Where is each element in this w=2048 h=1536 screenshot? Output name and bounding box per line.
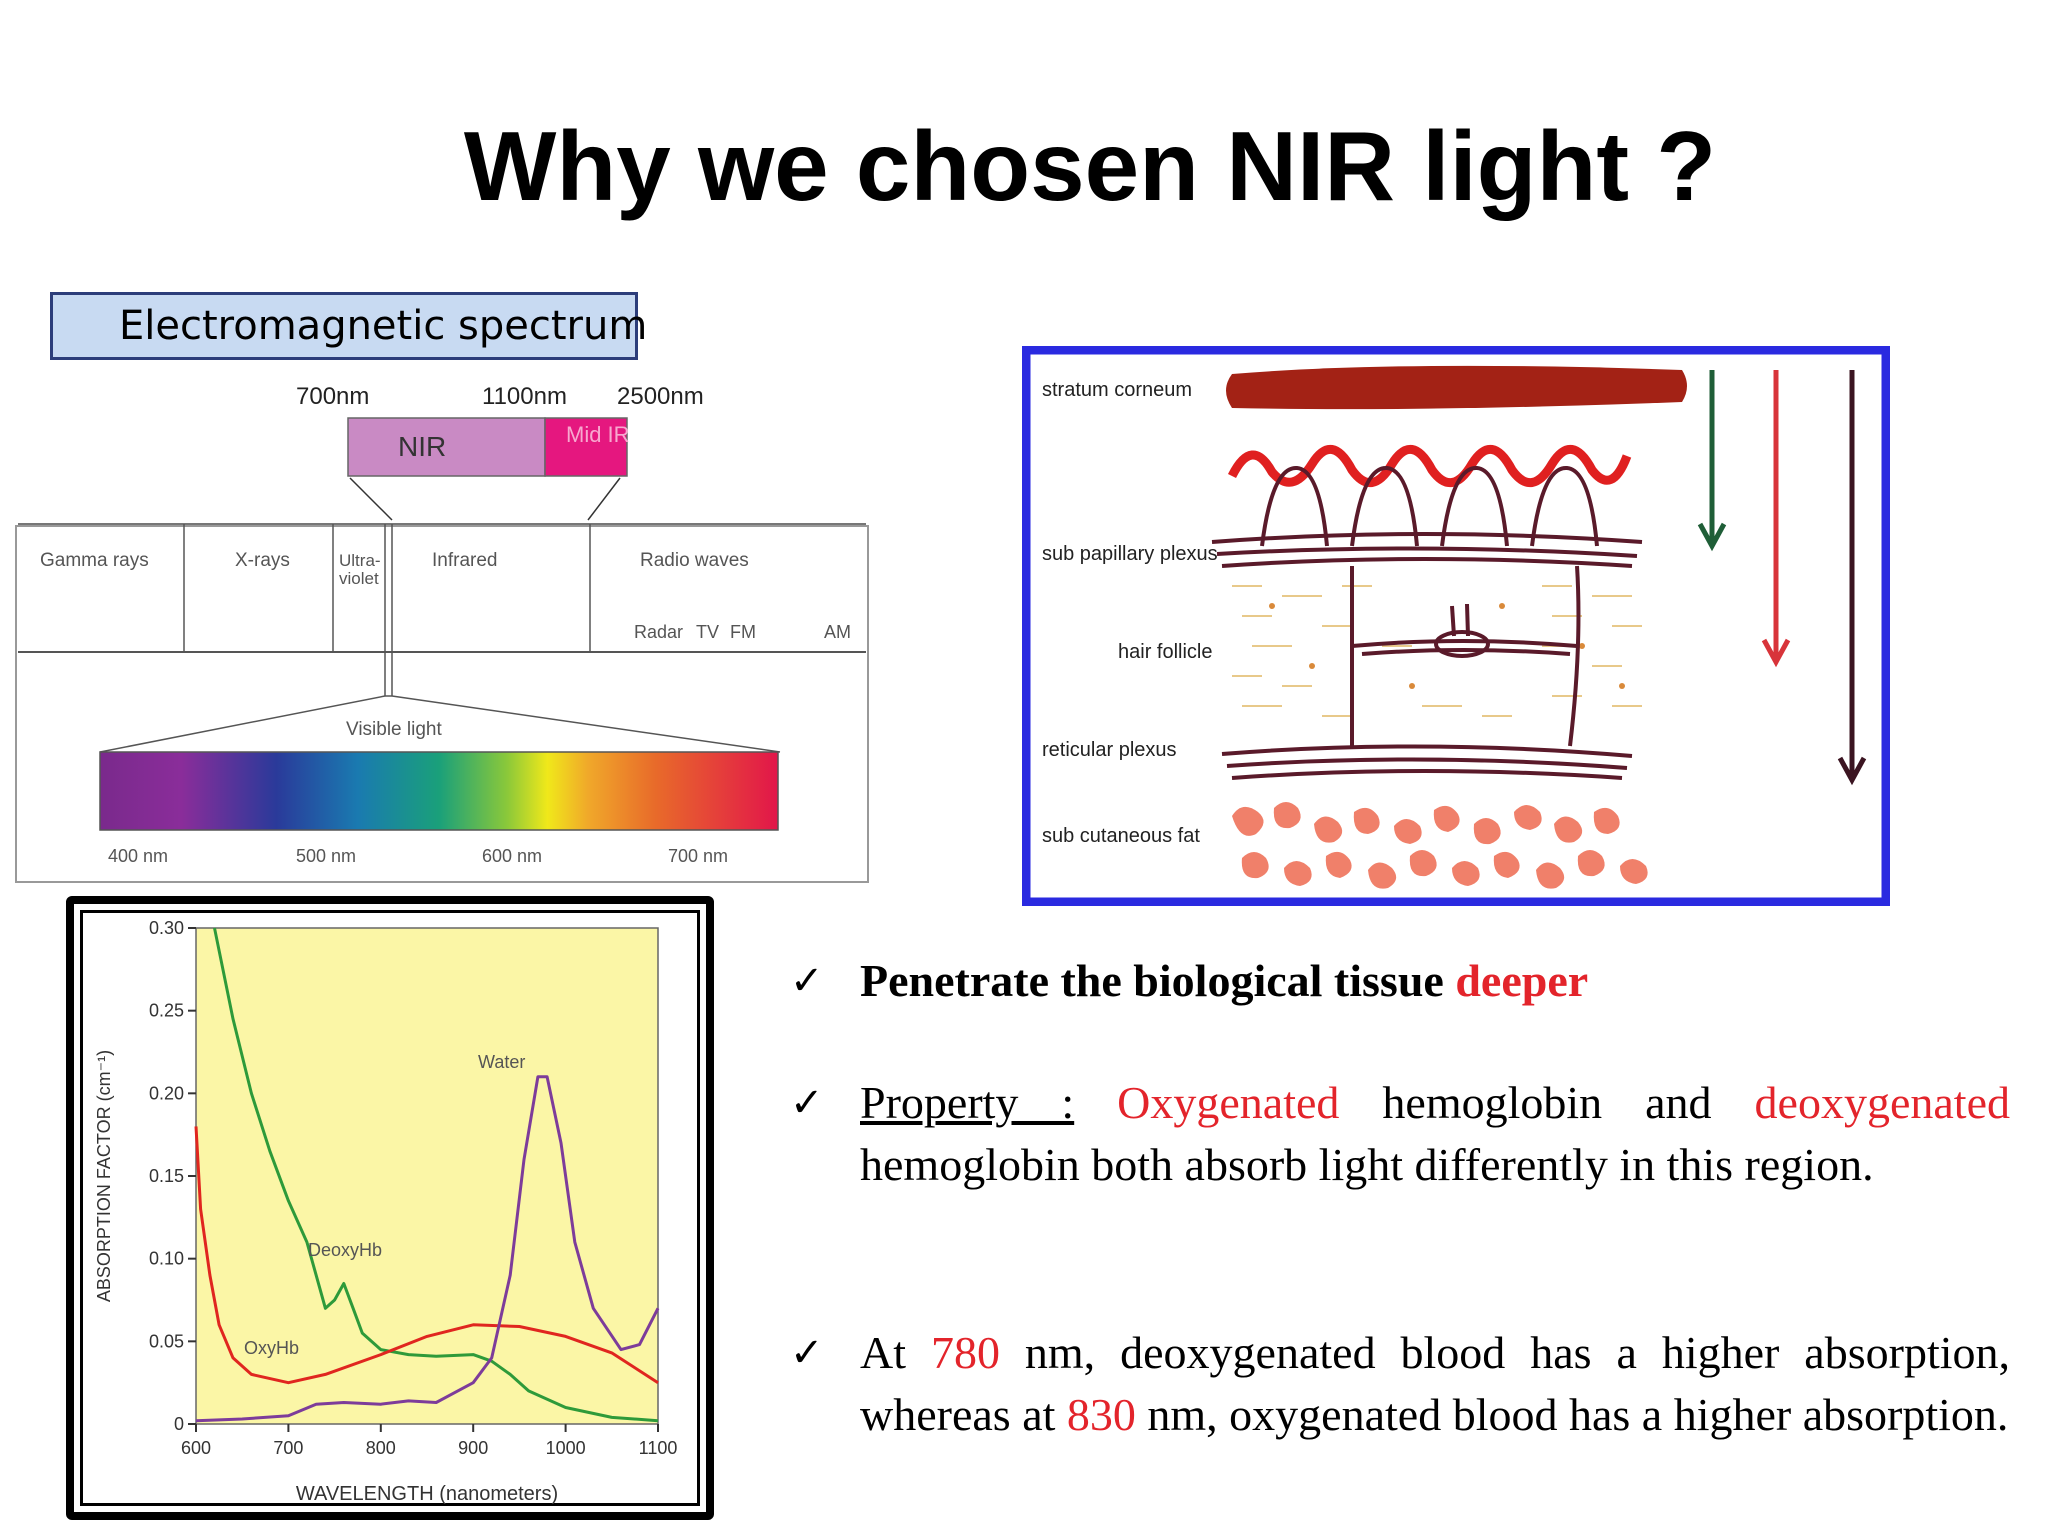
radio-am: AM [824,622,851,642]
em-spectrum-label: Electromagnetic spectrum [119,303,648,349]
stratum-corneum-band [1226,365,1687,410]
series-label-water: Water [478,1052,525,1072]
bullet-2-lead: Property : [860,1077,1075,1128]
visible-tick-500: 500 nm [296,846,356,866]
band-gamma: Gamma rays [40,550,149,571]
visible-light-label: Visible light [346,719,442,740]
skin-figure-border [1022,346,1890,906]
bullet-1: ✓ Penetrate the biological tissue deeper [790,950,2010,1012]
visible-tick-600: 600 nm [482,846,542,866]
visible-tick-400: 400 nm [108,846,168,866]
absorption-chart: 0 0.05 0.10 0.15 0.20 0.25 0.30 600 700 800 900 10… [94,918,678,1505]
mid-ir-band [544,417,628,477]
series-line-oxyhb [194,1126,659,1385]
y-tick-label: 0.10 [149,1249,184,1269]
x-axis-label: WAVELENGTH (nanometers) [296,1483,558,1505]
series-label-oxyhb: OxyHb [244,1338,299,1358]
layer-stratum-corneum: stratum corneum [1042,379,1192,401]
layer-hair-follicle: hair follicle [1118,641,1212,663]
bullet-1-text: Penetrate the biological tissue [860,955,1456,1006]
radio-fm: FM [730,622,756,642]
bullet-2-red2: deoxygenated [1754,1077,2010,1128]
bullet-2-red1: Oxygenated [1074,1077,1340,1128]
y-tick-label: 0.05 [149,1331,184,1351]
y-tick-label: 0.25 [149,1001,184,1021]
x-tick-label: 800 [366,1438,396,1458]
y-tick-label: 0.30 [149,918,184,938]
nir-tick-700: 700nm [296,383,369,410]
series-line-deoxyhb [213,927,659,1423]
nir-band [347,417,546,477]
bullet-3: ✓ At 780 nm, deoxygenated blood has a hi… [790,1322,2010,1446]
check-icon: ✓ [790,1080,824,1126]
radio-radar: Radar [634,622,683,642]
epidermis-wave [1227,444,1632,487]
radio-tv: TV [696,622,719,642]
bullet-3-t2: nm, deoxygenated blood has a higher abso… [860,1327,2010,1440]
skin-layers-figure: stratum corneum sub papillary plexus hai… [1022,346,1890,906]
x-tick-label: 700 [273,1438,303,1458]
bullet-3-r2: 830 [1066,1389,1136,1440]
visible-gradient [99,751,779,831]
x-tick-label: 600 [181,1438,211,1458]
bullet-2: ✓ Property : Oxygenated hemoglobin and d… [790,1072,2010,1196]
nir-label: NIR [398,431,446,462]
x-tick-label: 900 [458,1438,488,1458]
x-tick-label: 1100 [639,1438,678,1458]
slide-title: Why we chosen NIR light ? [463,111,1717,221]
band-xray: X-rays [235,550,290,571]
check-icon: ✓ [790,1330,824,1376]
visible-tick-700: 700 nm [668,846,728,866]
em-spectrum-label-box: Electromagnetic spectrum [50,292,647,360]
bullet-2-mid: hemoglobin and [1339,1077,1755,1128]
bullet-3-t1: At [860,1327,931,1378]
y-tick-label: 0 [174,1414,184,1434]
band-radio: Radio waves [640,550,749,571]
band-uv: Ultra-violet [339,551,381,588]
y-tick-label: 0.15 [149,1166,184,1186]
nir-tick-1100: 1100nm [482,383,567,410]
bullet-1-red: deeper [1455,955,1589,1006]
series-line-water [195,1075,660,1423]
penetration-arrows [1697,370,1867,786]
em-spectrum-figure: 700nm 1100nm 2500nm NIR Mid IR Gamma ray… [15,383,869,883]
band-infrared: Infrared [432,550,497,571]
y-tick-label: 0.20 [149,1083,184,1103]
x-tick-label: 1000 [546,1438,586,1458]
bullet-3-t3: nm, oxygenated blood has a higher absorp… [1135,1389,2009,1440]
bullet-3-r1: 780 [930,1327,1000,1378]
mid-ir-label: Mid IR [566,422,630,447]
series-label-deoxyhb: DeoxyHb [308,1240,382,1260]
layer-sub-cutaneous-fat: sub cutaneous fat [1042,825,1200,847]
nir-tick-2500: 2500nm [617,383,704,410]
check-icon: ✓ [790,958,824,1004]
layer-reticular-plexus: reticular plexus [1042,739,1177,761]
y-axis-label: ABSORPTION FACTOR (cm⁻¹) [94,1050,114,1302]
bullet-2-rest: hemoglobin both absorb light differently… [860,1139,1874,1190]
layer-sub-papillary-plexus: sub papillary plexus [1042,543,1218,565]
